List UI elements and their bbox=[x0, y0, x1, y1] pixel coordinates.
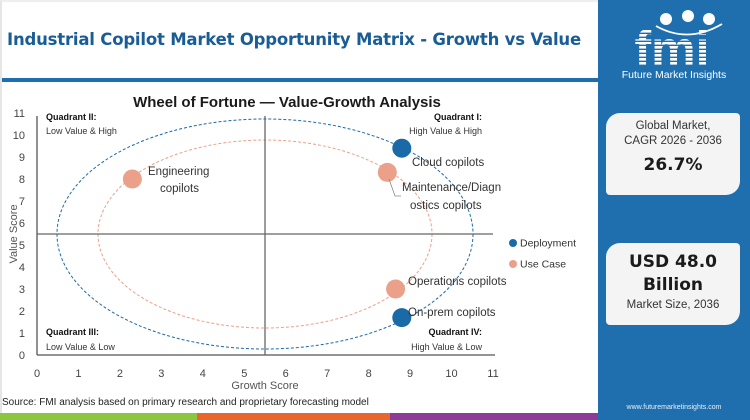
y-tick-label: 8 bbox=[19, 174, 25, 186]
quadrant-4-title: Quadrant IV: bbox=[428, 327, 482, 337]
quadrant-4-desc: High Value & Low bbox=[411, 342, 482, 352]
logo-figure-icon bbox=[682, 10, 694, 22]
market-size-label: Market Size, 2036 bbox=[626, 299, 720, 311]
footer-color-bar-green bbox=[0, 413, 197, 420]
sidebar: fmi Future Market Insights Global Market… bbox=[598, 0, 750, 420]
x-tick-label: 6 bbox=[283, 368, 289, 380]
market-size-value-line2: Billion bbox=[642, 275, 704, 295]
y-tick-label: 2 bbox=[19, 306, 25, 318]
chart-title: Wheel of Fortune — Value-Growth Analysis bbox=[133, 94, 441, 111]
data-point-label: On-prem copilots bbox=[408, 307, 496, 319]
logo-tagline: Future Market Insights bbox=[621, 69, 727, 81]
title-divider bbox=[2, 78, 598, 82]
axis-ticks: 0 1 2 3 4 5 6 7 8 9 10 11 0 1 2 3 4 5 6 7 8 9 10 11 bbox=[13, 108, 499, 380]
quadrant-1-title: Quadrant I: bbox=[434, 112, 482, 122]
y-tick-label: 11 bbox=[14, 108, 25, 120]
market-size-card: USD 48.0 Billion Market Size, 2036 bbox=[606, 243, 740, 325]
logo-smile-arc bbox=[655, 23, 723, 36]
y-tick-label: 9 bbox=[19, 152, 25, 164]
leader-line bbox=[388, 178, 401, 197]
data-point-label: Operations copilots bbox=[408, 276, 507, 288]
logo-globe-icon bbox=[660, 13, 672, 25]
cagr-label-line1: Global Market, bbox=[635, 120, 711, 132]
legend: Deployment Use Case bbox=[509, 238, 576, 271]
x-tick-label: 3 bbox=[158, 368, 164, 380]
quadrant-3-title: Quadrant III: bbox=[46, 327, 99, 337]
source-note: Source: FMI analysis based on primary re… bbox=[2, 397, 369, 408]
quadrant-2-desc: Low Value & High bbox=[46, 126, 117, 136]
legend-deployment-label: Deployment bbox=[520, 238, 576, 250]
data-point bbox=[386, 279, 406, 299]
y-tick-label: 3 bbox=[19, 284, 25, 296]
quadrant-2-title: Quadrant II: bbox=[46, 112, 97, 122]
footer-color-bar-purple bbox=[390, 413, 598, 420]
data-point-label: Cloud copilots bbox=[412, 157, 484, 169]
x-tick-label: 0 bbox=[34, 368, 40, 380]
logo-lamp-icon bbox=[703, 13, 715, 25]
x-tick-label: 1 bbox=[75, 368, 81, 380]
data-point bbox=[122, 169, 142, 189]
x-tick-label: 11 bbox=[487, 368, 498, 380]
y-tick-label: 1 bbox=[19, 328, 25, 340]
y-tick-label: 5 bbox=[19, 240, 25, 252]
market-size-value-line1: USD 48.0 bbox=[628, 252, 718, 272]
cagr-card: Global Market, CAGR 2026 - 2036 26.7% bbox=[606, 113, 740, 195]
logo-letters: fmi bbox=[635, 21, 710, 77]
x-tick-label: 2 bbox=[117, 368, 123, 380]
cagr-value: 26.7% bbox=[643, 155, 703, 175]
cagr-label-line2: CAGR 2026 - 2036 bbox=[624, 135, 722, 147]
x-tick-label: 5 bbox=[241, 368, 247, 380]
x-tick-label: 9 bbox=[407, 368, 413, 380]
x-tick-label: 4 bbox=[200, 368, 206, 380]
legend-use-case-swatch bbox=[509, 260, 517, 268]
data-point bbox=[392, 138, 412, 158]
x-tick-label: 7 bbox=[324, 368, 330, 380]
quadrant-3-desc: Low Value & Low bbox=[46, 342, 115, 352]
website-link[interactable]: www.futuremarketinsights.com bbox=[626, 404, 722, 411]
footer-color-bar-orange bbox=[197, 413, 390, 420]
x-axis-label: Growth Score bbox=[231, 380, 298, 392]
data-point-label: Engineering bbox=[148, 166, 209, 178]
x-tick-label: 8 bbox=[366, 368, 372, 380]
y-tick-label: 4 bbox=[19, 262, 25, 274]
legend-deployment-swatch bbox=[509, 239, 517, 247]
y-axis-label: Value Score bbox=[8, 204, 20, 263]
legend-use-case-label: Use Case bbox=[520, 259, 566, 271]
chart: Wheel of Fortune — Value-Growth Analysis… bbox=[8, 94, 576, 392]
data-points: Cloud copilots On-prem copilots Engineerin… bbox=[122, 138, 507, 328]
data-point-label: Maintenance/Diagn bbox=[402, 182, 501, 194]
data-point-label: copilots bbox=[160, 183, 199, 195]
data-point bbox=[377, 162, 397, 182]
y-tick-label: 0 bbox=[19, 350, 25, 362]
y-tick-label: 6 bbox=[19, 218, 25, 230]
quadrant-1-desc: High Value & High bbox=[409, 126, 482, 136]
data-point bbox=[392, 308, 412, 328]
y-tick-label: 7 bbox=[19, 196, 25, 208]
page-title: Industrial Copilot Market Opportunity Ma… bbox=[7, 30, 581, 49]
fmi-logo: fmi bbox=[635, 10, 723, 77]
x-tick-label: 10 bbox=[445, 368, 457, 380]
data-point-label: ostics copilots bbox=[410, 200, 482, 212]
y-tick-label: 10 bbox=[13, 130, 25, 142]
